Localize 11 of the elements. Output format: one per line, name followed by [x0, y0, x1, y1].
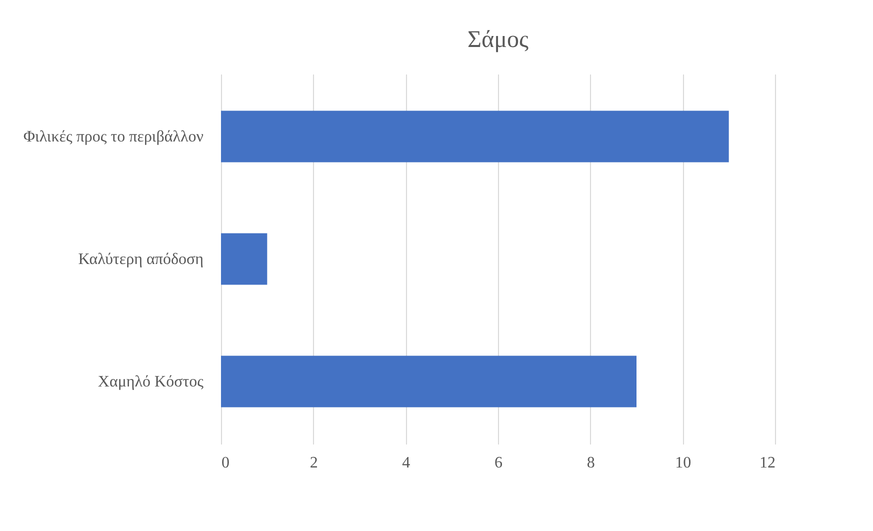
x-tick-label: 2: [310, 454, 318, 472]
x-tick-label: 10: [675, 454, 692, 472]
chart-title: Σάμος: [468, 27, 529, 53]
x-tick-label: 12: [760, 454, 776, 472]
y-tick-label: Χαμηλό Κόστος: [98, 374, 204, 391]
x-tick-label: 4: [402, 454, 410, 472]
y-tick-label: Φιλικές προς το περιβάλλον: [23, 128, 204, 146]
y-tick-label: Καλύτερη απόδοση: [78, 251, 204, 268]
x-tick-label: 6: [494, 454, 502, 472]
x-tick-label: 8: [586, 454, 595, 472]
x-tick-label: 0: [222, 454, 230, 472]
